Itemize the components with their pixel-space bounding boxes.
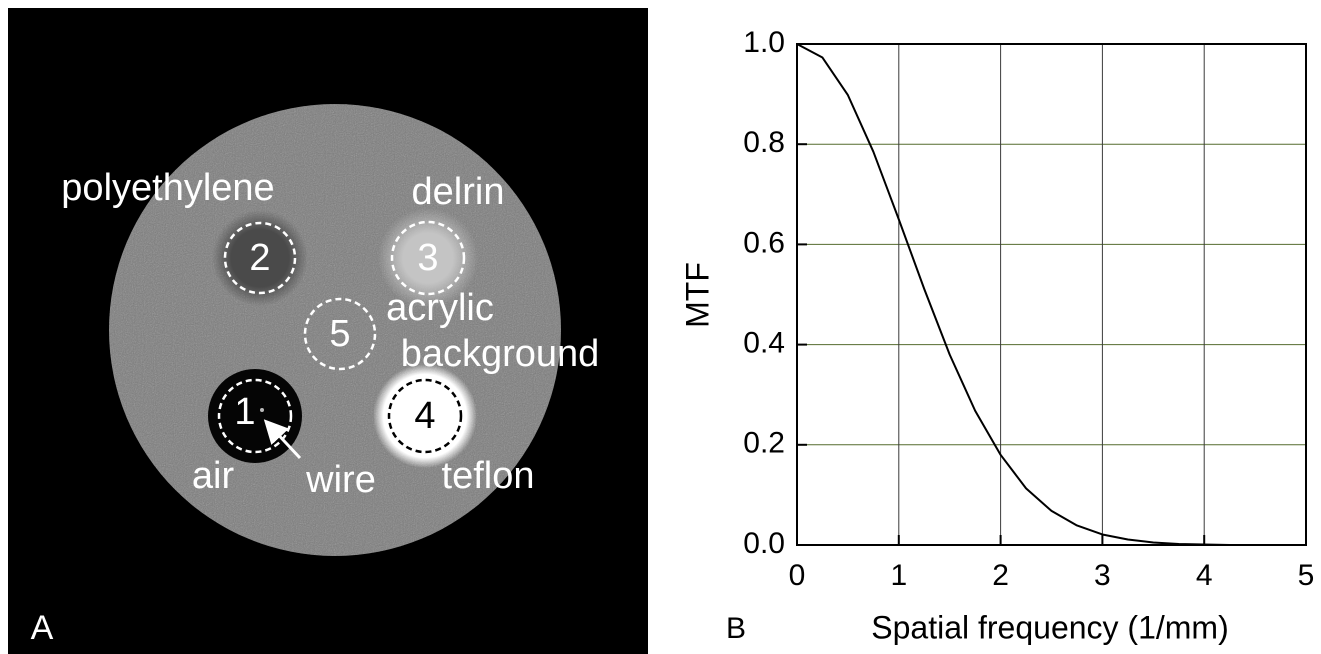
plot-frame (797, 44, 1306, 545)
material-label: wire (305, 459, 376, 501)
panel-label: B (726, 612, 746, 645)
wire-dot (260, 408, 264, 412)
y-tick-label: 0.4 (743, 327, 785, 360)
panel-b: MTF Spatial frequency (1/mm) B 0.0 0.2 0.4… (679, 26, 1314, 646)
material-label: polyethylene (61, 167, 274, 209)
material-label: background (401, 333, 600, 375)
y-tick-label: 0.2 (743, 427, 785, 460)
insert-number: 5 (329, 313, 350, 355)
mtf-line (797, 44, 1255, 545)
material-label: teflon (442, 455, 535, 497)
x-tick-label: 0 (789, 559, 806, 592)
material-label: acrylic (386, 287, 494, 329)
page: { "panel_a": { "panel_label": "A", "labe… (0, 0, 1321, 654)
y-tick-label: 1.0 (743, 26, 785, 59)
panel-a: 2 3 5 1 4 polyethylene delrin acrylic ba… (8, 8, 648, 654)
y-tick-label: 0.0 (743, 527, 785, 560)
insert-number: 2 (249, 237, 270, 279)
x-tick-label: 5 (1298, 559, 1315, 592)
y-tick-label: 0.8 (743, 126, 785, 159)
x-tick-label: 3 (1094, 559, 1111, 592)
insert-number: 4 (414, 395, 435, 437)
panel-label: A (31, 609, 54, 647)
x-tick-label: 2 (992, 559, 1009, 592)
material-label: delrin (412, 171, 505, 213)
y-tick-label: 0.6 (743, 226, 785, 259)
insert-number: 1 (234, 391, 255, 433)
x-axis-label: Spatial frequency (1/mm) (871, 609, 1228, 645)
x-tick-label: 4 (1196, 559, 1213, 592)
x-tick-label: 1 (890, 559, 907, 592)
insert-number: 3 (417, 237, 438, 279)
y-axis-label: MTF (679, 262, 715, 328)
figure: 2 3 5 1 4 polyethylene delrin acrylic ba… (0, 0, 1321, 654)
material-label: air (192, 455, 235, 497)
